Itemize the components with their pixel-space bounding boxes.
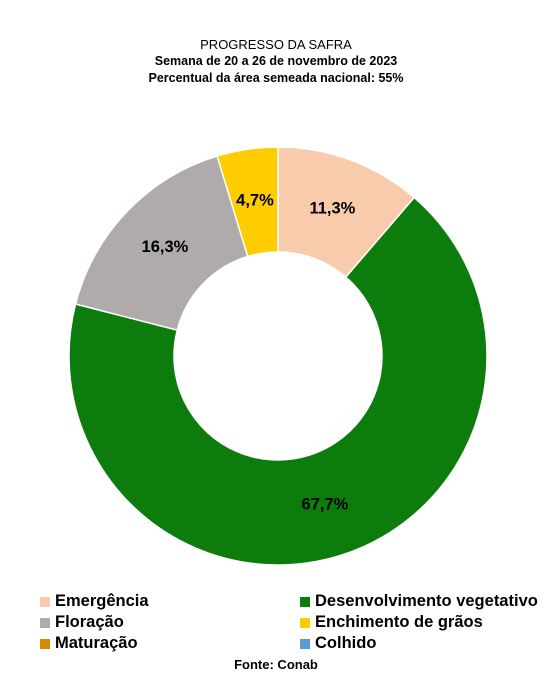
legend-item-maturacao: Maturação xyxy=(40,634,138,653)
legend-swatch xyxy=(40,638,50,649)
legend-label: Desenvolvimento vegetativo xyxy=(315,592,538,610)
legend-item-colhido: Colhido xyxy=(300,634,376,653)
slice-data-label-3: 4,7% xyxy=(236,192,274,210)
donut-slice-3 xyxy=(216,146,279,258)
legend-item-enchimento: Enchimento de grãos xyxy=(300,613,483,632)
donut-slice-1 xyxy=(68,196,488,566)
chart-source: Fonte: Conab xyxy=(234,657,318,672)
legend-item-desenvolvimento: Desenvolvimento vegetativo xyxy=(300,592,538,611)
slice-data-label-2: 16,3% xyxy=(142,238,189,256)
legend-item-emergencia: Emergência xyxy=(40,592,149,611)
legend-label: Colhido xyxy=(315,634,377,652)
donut-slice-2 xyxy=(74,155,249,332)
legend-swatch xyxy=(40,596,50,607)
legend-swatch xyxy=(300,638,310,649)
legend-swatch xyxy=(300,617,310,628)
legend-swatch xyxy=(300,596,310,607)
legend-label: Emergência xyxy=(55,592,149,610)
chart-subtitle-area: Percentual da área semeada nacional: 55% xyxy=(148,71,404,85)
legend-swatch xyxy=(40,617,50,628)
legend-label: Floração xyxy=(55,613,124,631)
legend-label: Maturação xyxy=(55,634,138,652)
legend-item-floracao: Floração xyxy=(40,613,124,632)
slice-data-label-0: 11,3% xyxy=(309,200,355,218)
chart-titles: PROGRESSO DA SAFRA Semana de 20 a 26 de … xyxy=(0,36,552,87)
chart-title: PROGRESSO DA SAFRA xyxy=(200,37,352,52)
slice-data-label-1: 67,7% xyxy=(302,496,349,514)
chart-subtitle-week: Semana de 20 a 26 de novembro de 2023 xyxy=(154,54,398,68)
legend-label: Enchimento de grãos xyxy=(315,613,483,631)
